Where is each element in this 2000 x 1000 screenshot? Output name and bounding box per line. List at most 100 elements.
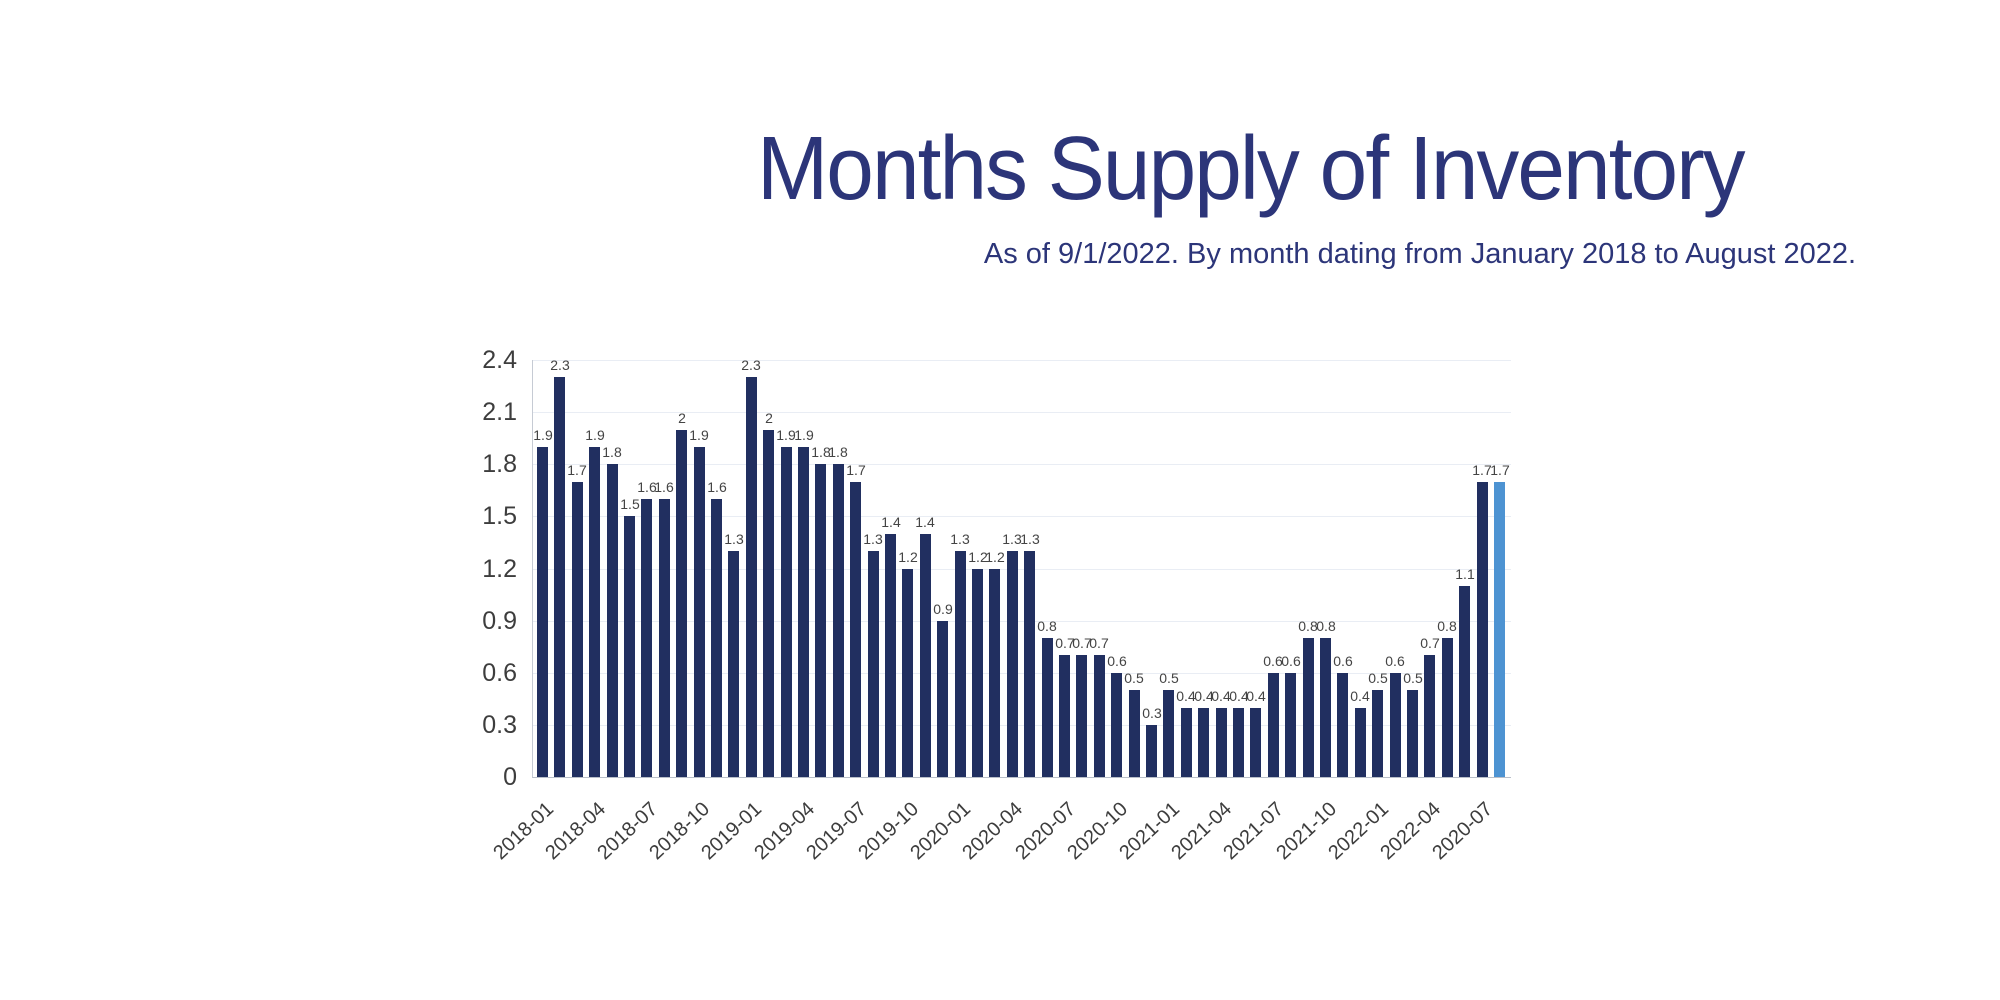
bar — [641, 499, 652, 777]
gridline — [533, 412, 1511, 414]
bar — [1076, 655, 1087, 777]
bar-value-label: 1.8 — [811, 444, 831, 461]
gridline — [533, 672, 1511, 674]
chart-title: Months Supply of Inventory — [500, 118, 2000, 221]
bar-value-label: 2 — [678, 409, 686, 426]
bar — [694, 446, 705, 777]
bar-value-label: 2.3 — [550, 357, 570, 374]
bar-value-label: 0.4 — [1176, 687, 1196, 704]
bar — [1320, 638, 1331, 777]
bar-value-label: 1.9 — [533, 426, 553, 443]
chart-title-text: Months Supply of Inventory — [756, 119, 1746, 219]
bar-value-label: 1.7 — [1472, 461, 1492, 478]
bar-value-label: 0.6 — [1263, 652, 1283, 669]
bar — [1477, 481, 1488, 777]
bar — [989, 568, 1000, 777]
bar — [902, 568, 913, 777]
bar — [868, 551, 879, 777]
gridline — [533, 516, 1511, 518]
bar-value-label: 0.8 — [1037, 618, 1057, 634]
plot-area — [532, 360, 1511, 778]
bar — [920, 533, 931, 777]
bar-value-label: 0.8 — [1298, 618, 1318, 634]
bar-value-label: 1.2 — [968, 548, 988, 565]
y-axis-tick-label: 1.5 — [482, 502, 517, 531]
bar-value-label: 1.9 — [794, 426, 814, 443]
bar-value-label: 0.4 — [1246, 687, 1266, 704]
bar-value-label: 1.9 — [585, 426, 605, 443]
bar-value-label: 1.7 — [567, 461, 587, 478]
bar — [1129, 690, 1140, 777]
gridline — [533, 724, 1511, 726]
bar-value-label: 2.3 — [741, 357, 761, 374]
bar-value-label: 1.2 — [985, 548, 1005, 565]
bar — [1459, 585, 1470, 777]
gridline — [533, 620, 1511, 622]
gridline — [533, 464, 1511, 466]
bar — [1494, 481, 1505, 777]
bar — [798, 446, 809, 777]
bar-value-label: 1.3 — [950, 531, 970, 548]
bar — [1355, 707, 1366, 777]
bar — [1372, 690, 1383, 777]
bar-value-label: 0.5 — [1124, 670, 1144, 687]
bar — [554, 377, 565, 777]
bar-value-label: 2 — [765, 409, 773, 426]
bar-value-label: 0.5 — [1159, 670, 1179, 687]
bar — [676, 429, 687, 777]
bar-value-label: 1.3 — [1002, 531, 1022, 548]
bar-value-label: 1.4 — [915, 513, 935, 530]
bar — [1007, 551, 1018, 777]
bar-value-label: 0.4 — [1194, 687, 1214, 704]
bar-value-label: 1.8 — [828, 444, 848, 461]
bar — [972, 568, 983, 777]
bar — [1424, 655, 1435, 777]
bar-value-label: 1.6 — [707, 479, 727, 495]
bar-value-label: 0.8 — [1437, 618, 1457, 634]
bar — [815, 464, 826, 777]
bar — [781, 446, 792, 777]
bar — [746, 377, 757, 777]
bar — [1442, 638, 1453, 777]
bar — [1303, 638, 1314, 777]
bar — [850, 481, 861, 777]
bar-value-label: 0.7 — [1420, 635, 1440, 652]
bar-value-label: 0.6 — [1333, 652, 1353, 669]
bar — [1268, 672, 1279, 777]
y-axis-tick-label: 1.2 — [482, 554, 517, 583]
bar-value-label: 1.7 — [846, 461, 866, 478]
bar — [1094, 655, 1105, 777]
bar-value-label: 0.5 — [1368, 670, 1388, 687]
y-axis-tick-label: 0 — [503, 763, 517, 791]
bar — [1233, 707, 1244, 777]
bar — [1024, 551, 1035, 777]
bar — [1250, 707, 1261, 777]
bar-value-label: 1.3 — [863, 531, 883, 548]
bar-value-label: 0.6 — [1107, 652, 1127, 669]
bar-value-label: 1.6 — [637, 479, 657, 495]
y-axis-tick-label: 0.3 — [482, 710, 517, 739]
bar-value-label: 0.4 — [1229, 687, 1249, 704]
bar-value-label: 0.4 — [1350, 687, 1370, 704]
bar — [1181, 707, 1192, 777]
bar-value-label: 0.8 — [1316, 618, 1336, 634]
bar — [659, 499, 670, 777]
bar-value-label: 0.6 — [1385, 652, 1405, 669]
bar-value-label: 1.3 — [724, 531, 744, 548]
bar — [833, 464, 844, 777]
gridline — [533, 360, 1511, 361]
bar-value-label: 1.5 — [620, 496, 640, 513]
bar — [1407, 690, 1418, 777]
bar — [1390, 672, 1401, 777]
bar-value-label: 1.2 — [898, 548, 918, 565]
bar-value-label: 1.7 — [1490, 461, 1510, 478]
bar-value-label: 1.9 — [776, 426, 796, 443]
bar — [1111, 672, 1122, 777]
chart-subtitle: As of 9/1/2022. By month dating from Jan… — [983, 238, 1857, 270]
bar — [955, 551, 966, 777]
bar — [728, 551, 739, 777]
bar-value-label: 0.6 — [1281, 652, 1301, 669]
bar — [1198, 707, 1209, 777]
bar-value-label: 0.4 — [1211, 687, 1231, 704]
gridline — [533, 568, 1511, 570]
